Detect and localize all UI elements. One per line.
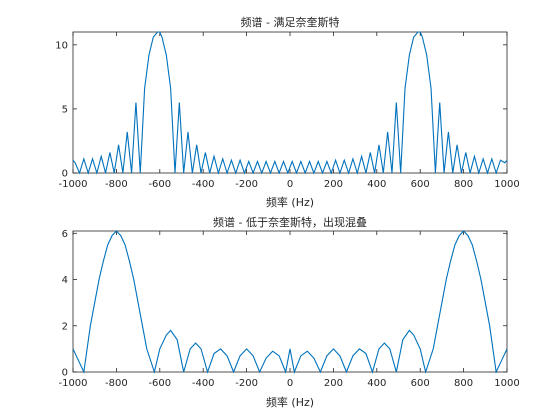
y-tick-label: 0 [62,169,68,180]
x-tick-label: 1000 [494,378,519,389]
x-tick-label: 800 [454,378,473,389]
x-tick-label: -200 [235,378,258,389]
x-axis-ticks: -1000 -800 -600 -400 -200 0 200 400 600 800 1000 [58,32,520,190]
x-tick-label: 200 [324,378,343,389]
x-axis-ticks: -1000 -800 -600 -400 -200 0 200 400 600 800 1000 [58,231,520,389]
y-tick-label: 4 [62,275,68,286]
subplot-title: 频谱 - 低于奈奎斯特，出现混叠 [213,215,367,229]
y-axis-ticks: 0 2 4 6 [62,229,507,379]
x-tick-label: 200 [324,179,343,190]
y-tick-label: 0 [62,368,68,379]
plot-area [72,230,508,373]
subplot-title: 频谱 - 满足奈奎斯特 [241,15,340,29]
y-tick-label: 6 [62,229,68,240]
x-tick-label: -800 [105,179,128,190]
x-tick-label: 0 [287,179,293,190]
y-tick-label: 2 [62,321,68,332]
x-axis-label: 频率 (Hz) [266,195,314,209]
x-tick-label: -600 [148,179,171,190]
x-tick-label: -400 [192,378,215,389]
x-tick-label: -800 [105,378,128,389]
x-tick-label: 600 [411,179,430,190]
x-axis-label: 频率 (Hz) [266,395,314,409]
y-tick-label: 10 [55,40,68,51]
x-tick-label: 800 [454,179,473,190]
x-tick-label: 400 [367,378,386,389]
x-tick-label: 1000 [494,179,519,190]
x-tick-label: -200 [235,179,258,190]
y-tick-label: 5 [62,104,68,115]
x-tick-label: 600 [411,378,430,389]
x-tick-label: 400 [367,179,386,190]
spectrum-line [72,230,508,375]
subplot-nyquist-satisfied: 频谱 - 满足奈奎斯特 -1000 -800 -600 -400 -200 0 200 400… [55,15,519,209]
spectrum-line [72,31,508,176]
y-axis-ticks: 0 5 10 [55,40,507,180]
x-tick-label: -1000 [58,179,87,190]
x-tick-label: -1000 [58,378,87,389]
x-tick-label: -600 [148,378,171,389]
x-tick-label: -400 [192,179,215,190]
plot-area [72,31,508,174]
subplot-aliasing: 频谱 - 低于奈奎斯特，出现混叠 -1000 -800 -600 -400 -200 0 2… [58,215,519,409]
x-tick-label: 0 [287,378,293,389]
